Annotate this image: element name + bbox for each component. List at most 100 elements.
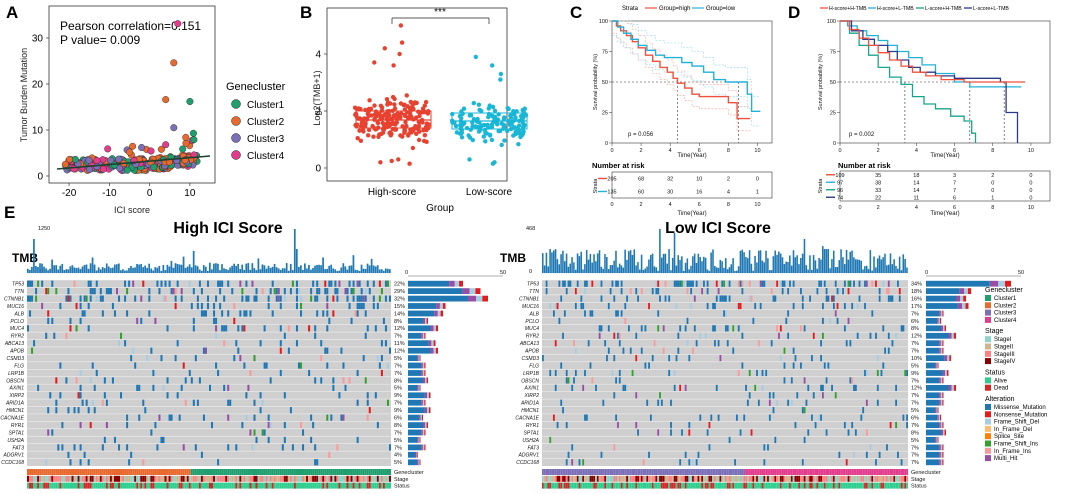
track-cell <box>148 475 151 482</box>
track-cell <box>746 482 749 489</box>
mutation-cell <box>803 325 806 332</box>
mutation-cell <box>673 384 676 391</box>
track-cell <box>787 482 790 489</box>
freq-bar-segment <box>937 437 939 443</box>
mutation-cell <box>27 280 30 287</box>
tmb-bar <box>190 267 193 273</box>
km-xlabel: Time(Year) <box>930 153 959 159</box>
legend-item: Nonsense_Mutation <box>994 412 1047 418</box>
mutation-cell <box>160 436 163 444</box>
track-cell <box>622 475 625 482</box>
gene-pct: 7% <box>911 423 919 429</box>
track-cell <box>176 482 179 489</box>
gene-label: USH2A <box>7 438 24 444</box>
track-cell <box>591 469 594 475</box>
track-cell <box>734 482 736 489</box>
track-cell <box>33 469 36 475</box>
track-cell <box>783 469 786 475</box>
freq-bar-segment <box>926 325 941 332</box>
jitter-point <box>372 112 378 117</box>
mutation-cell <box>838 288 841 295</box>
track-cell <box>554 482 557 489</box>
y-tick-label: 4 <box>315 50 321 61</box>
track-cell <box>231 469 234 475</box>
tmb-bar <box>595 261 597 273</box>
track-cell <box>388 482 391 489</box>
track-cell <box>871 482 874 489</box>
freq-bar-segment <box>419 385 421 391</box>
track-cell <box>858 482 861 489</box>
mutation-cell <box>51 429 54 436</box>
tmb-bar <box>289 263 292 273</box>
track-cell <box>182 482 185 489</box>
freq-bar-segment <box>926 392 940 399</box>
mutation-cell <box>803 407 806 414</box>
mutation-cell <box>41 302 44 310</box>
track-cell <box>886 469 888 475</box>
freq-bar-segment <box>939 347 941 354</box>
track-cell <box>591 482 594 489</box>
tmb-bar <box>889 253 892 273</box>
mutation-cell <box>91 399 94 406</box>
tmb-bar <box>223 268 225 273</box>
track-cell <box>39 482 42 489</box>
mutation-cell <box>314 325 317 332</box>
track-cell <box>374 475 377 482</box>
track-cell <box>772 469 775 475</box>
track-cell <box>897 482 899 489</box>
track-cell <box>549 475 552 482</box>
freq-bar-segment <box>418 437 420 443</box>
track-cell <box>368 475 371 482</box>
freq-bar-segment <box>427 392 429 399</box>
mutation-cell <box>283 295 286 302</box>
track-cell <box>834 482 837 489</box>
tmb-bar <box>818 257 820 273</box>
x-tick-label: 2 <box>877 148 880 154</box>
mutation-cell <box>821 392 824 399</box>
mutation-cell <box>279 340 282 347</box>
track-cell <box>626 469 629 475</box>
track-cell <box>838 469 841 475</box>
panel-a-label: A <box>6 3 18 22</box>
track-cell <box>158 469 161 475</box>
track-cell <box>699 475 702 482</box>
mutation-cell <box>759 302 762 310</box>
mutation-cell <box>673 280 676 287</box>
tmb-bar <box>772 256 775 273</box>
x-tick-label: 4 <box>669 202 672 208</box>
track-cell <box>267 475 270 482</box>
mutation-cell <box>184 377 187 384</box>
tmb-bar <box>670 270 672 273</box>
mutation-cell <box>871 280 874 287</box>
track-cell <box>873 475 876 482</box>
mutation-cell <box>591 377 594 384</box>
track-cell <box>805 482 808 489</box>
track-cell <box>322 475 325 482</box>
gene-label: APOB <box>524 349 540 355</box>
track-cell <box>631 482 634 489</box>
track-cell <box>83 475 86 482</box>
track-cell <box>366 469 369 475</box>
mutation-cell <box>657 325 660 332</box>
oncoplot-low: TP53 34%TTN 18%CTNNB1 16%MUC16 17%ALB 7%PCLO 6… <box>515 229 1021 490</box>
freq-bar-segment <box>942 444 944 451</box>
mutation-cell <box>388 347 391 354</box>
mutation-cell <box>869 444 872 451</box>
mutation-cell <box>376 302 379 310</box>
track-cell <box>607 482 610 489</box>
mutation-cell <box>739 280 742 287</box>
track-cell <box>574 482 577 489</box>
scatter-point <box>115 155 123 163</box>
track-cell <box>823 475 826 482</box>
gene-label: FLG <box>14 363 24 369</box>
track-cell <box>93 475 96 482</box>
mutation-cell <box>670 399 672 406</box>
track-cell <box>898 469 901 475</box>
tmb-bar <box>158 265 161 273</box>
mutation-cell <box>354 310 357 317</box>
mutation-cell <box>87 302 90 310</box>
track-cell <box>882 469 885 475</box>
freq-bar-segment <box>428 407 431 414</box>
track-cell <box>717 469 720 475</box>
regression-line <box>56 155 211 170</box>
